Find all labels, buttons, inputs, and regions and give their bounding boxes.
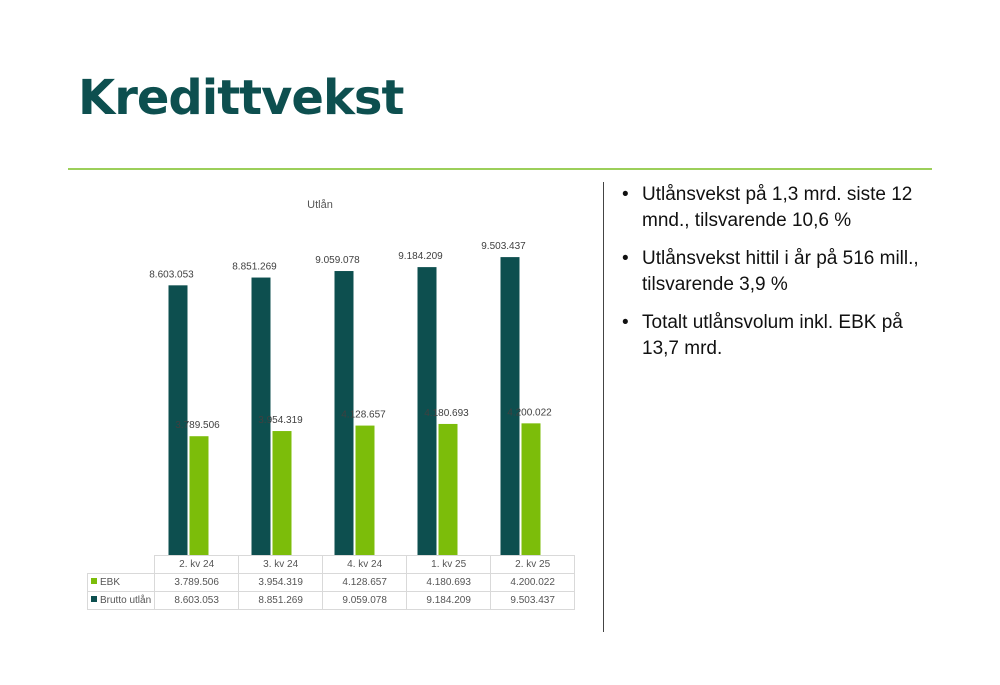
legend-swatch-brutto [91, 596, 97, 602]
data-label-brutto-utln: 9.184.209 [398, 251, 443, 262]
table-cell-ebk: 3.789.506 [154, 573, 240, 592]
bullet-item: Utlånsvekst hittil i år på 516 mill., ti… [620, 246, 940, 298]
page-title: Kredittvekst [78, 70, 404, 126]
legend-label-brutto: Brutto utlån [100, 595, 152, 606]
table-cell-brutto: 9.059.078 [322, 591, 408, 610]
bullet-item: Utlånsvekst på 1,3 mrd. siste 12 mnd., t… [620, 182, 940, 234]
category-label: 2. kv 24 [154, 555, 240, 574]
bar-ebk [521, 423, 541, 555]
bar-brutto-utln [417, 267, 437, 555]
title-divider [68, 168, 932, 170]
data-label-brutto-utln: 9.059.078 [315, 255, 360, 266]
data-label-brutto-utln: 9.503.437 [481, 241, 526, 252]
bar-ebk [189, 436, 209, 555]
legend-brutto: Brutto utlån [86, 591, 156, 610]
table-cell-ebk: 4.128.657 [322, 573, 408, 592]
table-cell-brutto: 9.503.437 [490, 591, 576, 610]
table-cell-ebk: 4.200.022 [490, 573, 576, 592]
bar-ebk [272, 431, 292, 555]
table-cell-brutto: 8.603.053 [154, 591, 240, 610]
category-label: 1. kv 25 [406, 555, 492, 574]
table-cell-brutto: 9.184.209 [406, 591, 492, 610]
data-label-ebk: 3.954.319 [258, 415, 303, 426]
table-header-row: 2. kv 24 3. kv 24 4. kv 24 1. kv 25 2. kv 25 [87, 555, 576, 574]
bar-brutto-utln [334, 271, 354, 555]
data-label-ebk: 4.128.657 [341, 410, 386, 421]
table-cell-ebk: 3.954.319 [238, 573, 324, 592]
chart-data-table: 2. kv 24 3. kv 24 4. kv 24 1. kv 25 2. kv 25… [86, 555, 576, 610]
data-label-ebk: 4.180.693 [424, 408, 469, 419]
table-row-brutto: Brutto utlån 8.603.053 8.851.269 9.059.078… [86, 591, 576, 610]
table-cell-ebk: 4.180.693 [406, 573, 492, 592]
data-label-ebk: 4.200.022 [507, 407, 552, 418]
bullet-item: Totalt utlånsvolum inkl. EBK på 13,7 mrd… [620, 310, 940, 362]
category-label: 4. kv 24 [322, 555, 408, 574]
legend-ebk: EBK [86, 573, 156, 592]
vertical-divider [603, 182, 604, 632]
bar-brutto-utln [251, 277, 271, 555]
bar-brutto-utln [168, 285, 188, 555]
data-label-brutto-utln: 8.851.269 [232, 262, 277, 273]
category-label: 3. kv 24 [238, 555, 324, 574]
legend-swatch-ebk [91, 578, 97, 584]
data-label-brutto-utln: 8.603.053 [149, 269, 194, 280]
bar-chart: Utlån 8.603.053 3.789.506 8.851.269 3.954.3… [149, 199, 552, 555]
category-label: 2. kv 25 [490, 555, 576, 574]
legend-label-ebk: EBK [100, 577, 121, 588]
bar-ebk [438, 423, 458, 555]
bar-ebk [355, 425, 375, 555]
chart-title: Utlån [307, 199, 333, 211]
table-cell-brutto: 8.851.269 [238, 591, 324, 610]
table-row-ebk: EBK 3.789.506 3.954.319 4.128.657 4.180.693… [86, 573, 576, 592]
data-label-ebk: 3.789.506 [175, 420, 220, 431]
bar-brutto-utln [500, 257, 520, 555]
bullet-list: Utlånsvekst på 1,3 mrd. siste 12 mnd., t… [620, 182, 940, 374]
